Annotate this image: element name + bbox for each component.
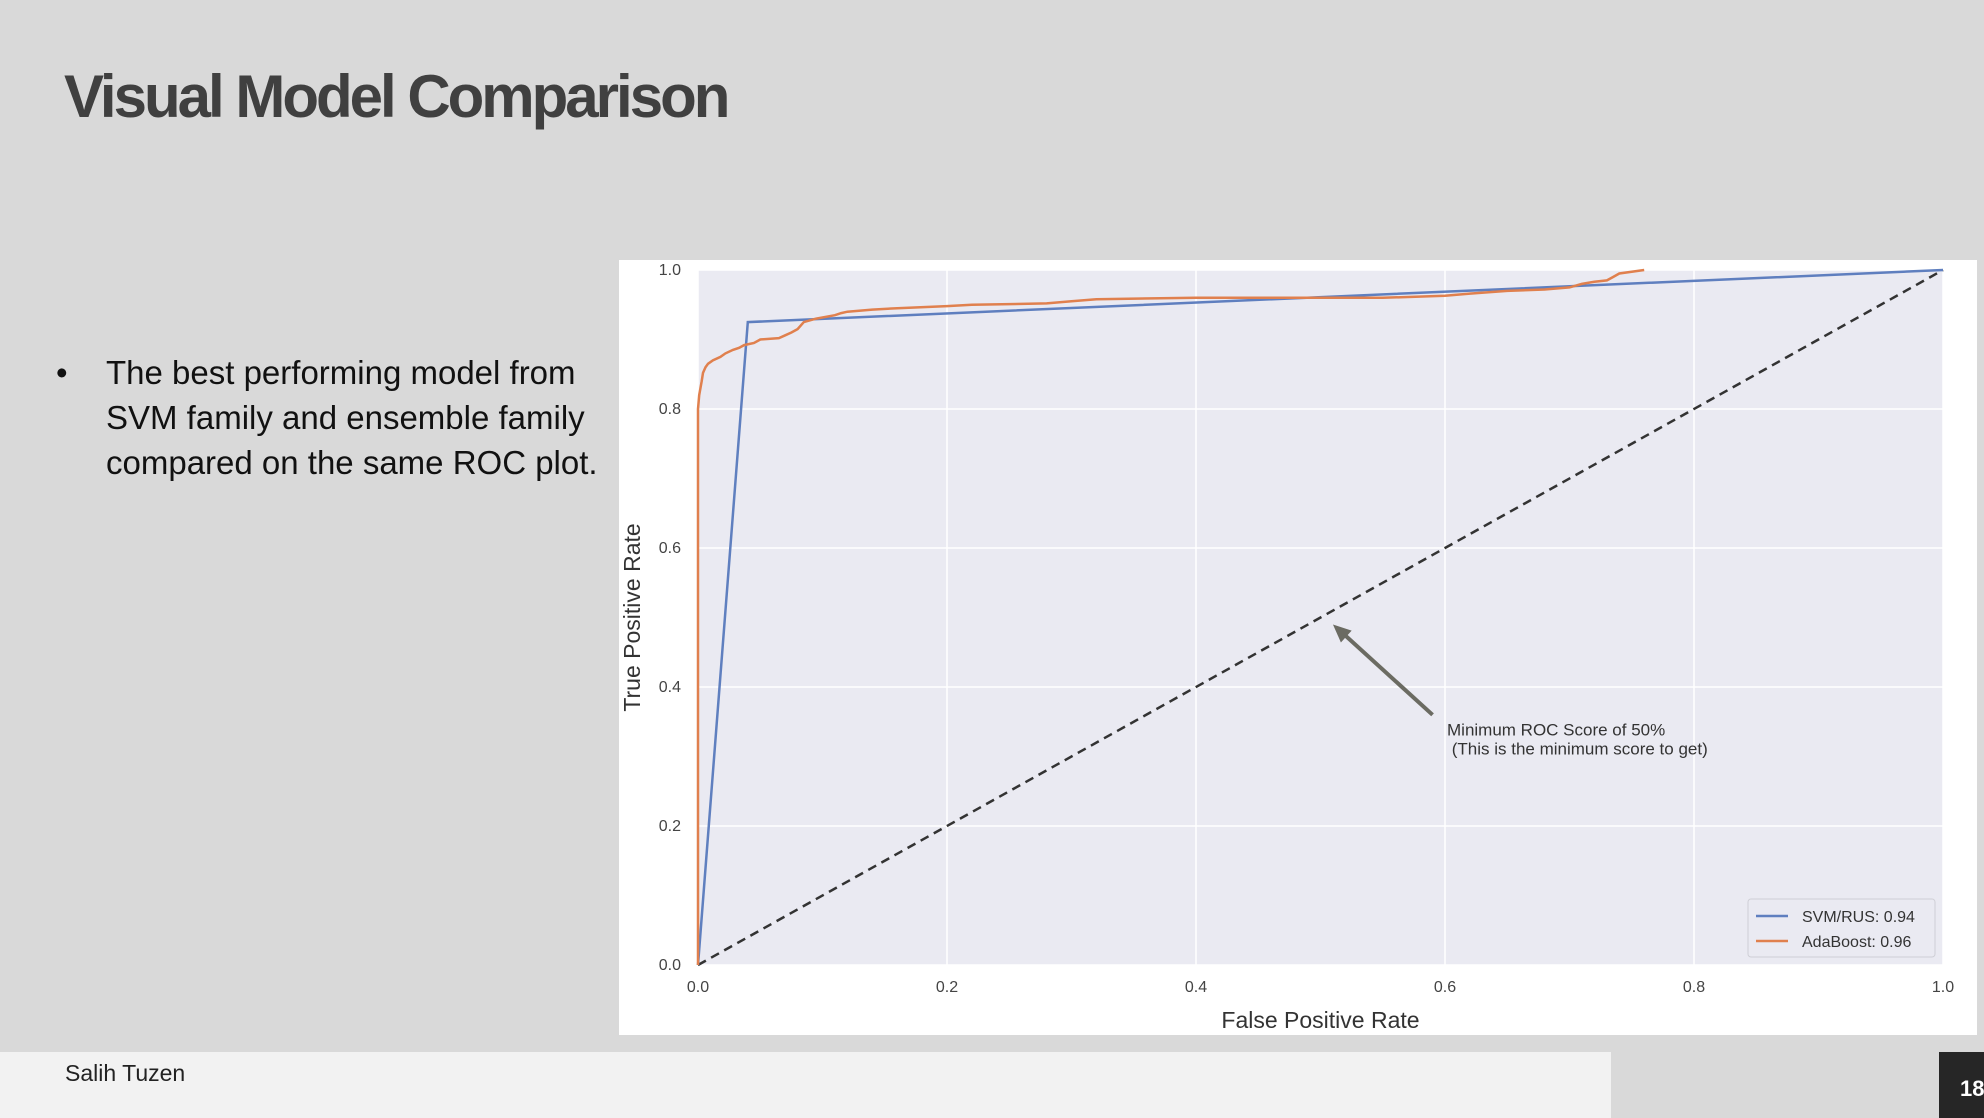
author-name: Salih Tuzen — [65, 1060, 186, 1086]
y-tick-label: 0.0 — [659, 957, 681, 974]
svm-rus-line — [696, 268, 1944, 966]
adaboost-line — [696, 268, 1645, 965]
bullet-list: • The best performing model from SVM fam… — [56, 350, 616, 485]
legend-entry: SVM/RUS: 0.94 — [1802, 909, 1915, 926]
tick-labels: 0.0 0.2 0.4 0.6 0.8 1.0 0.0 0.2 0.4 0.6 0.8 1.0 — [659, 262, 1954, 996]
x-tick-label: 0.0 — [687, 979, 709, 996]
footer-spacer — [1611, 1052, 1939, 1118]
y-tick-label: 1.0 — [659, 262, 681, 279]
baseline-diagonal — [697, 268, 1944, 967]
arrow-head-icon — [1332, 624, 1352, 643]
footer-bar — [0, 1052, 1611, 1118]
page-number-box: 18 — [1939, 1052, 1984, 1118]
annotation-arrow — [1340, 630, 1434, 717]
annotation-text-line: (This is the minimum score to get) — [1447, 740, 1708, 759]
annotation-text-line: Minimum ROC Score of 50% — [1447, 721, 1665, 740]
x-tick-label: 0.6 — [1434, 979, 1456, 996]
x-tick-label: 1.0 — [1932, 979, 1954, 996]
bullet-item: • The best performing model from SVM fam… — [56, 350, 616, 485]
roc-chart-svg: 0.0 0.2 0.4 0.6 0.8 1.0 0.0 0.2 0.4 0.6 0.8 1.0 Min… — [619, 262, 1954, 1033]
legend: SVM/RUS: 0.94 AdaBoost: 0.96 — [1747, 898, 1936, 958]
legend-entry: AdaBoost: 0.96 — [1802, 934, 1912, 951]
grid-lines — [697, 269, 1944, 966]
y-tick-label: 0.6 — [659, 540, 681, 557]
bullet-dot-icon: • — [56, 354, 68, 391]
x-tick-label: 0.2 — [936, 979, 958, 996]
y-tick-label: 0.8 — [659, 401, 681, 418]
legend-box — [1747, 898, 1936, 958]
x-tick-label: 0.4 — [1185, 979, 1207, 996]
y-tick-label: 0.4 — [659, 679, 681, 696]
page-number: 18 — [1960, 1076, 1984, 1101]
slide-title: Visual Model Comparison — [64, 63, 730, 130]
y-axis-label: True Positive Rate — [619, 523, 645, 711]
x-tick-label: 0.8 — [1683, 979, 1705, 996]
x-axis-label: False Positive Rate — [1221, 1007, 1419, 1033]
series-lines — [696, 268, 1944, 967]
bullet-text: The best performing model from SVM famil… — [106, 354, 598, 481]
y-tick-label: 0.2 — [659, 818, 681, 835]
annotation: Minimum ROC Score of 50% (This is the mi… — [1332, 624, 1708, 759]
roc-chart: 0.0 0.2 0.4 0.6 0.8 1.0 0.0 0.2 0.4 0.6 0.8 1.0 Min… — [619, 260, 1977, 1035]
